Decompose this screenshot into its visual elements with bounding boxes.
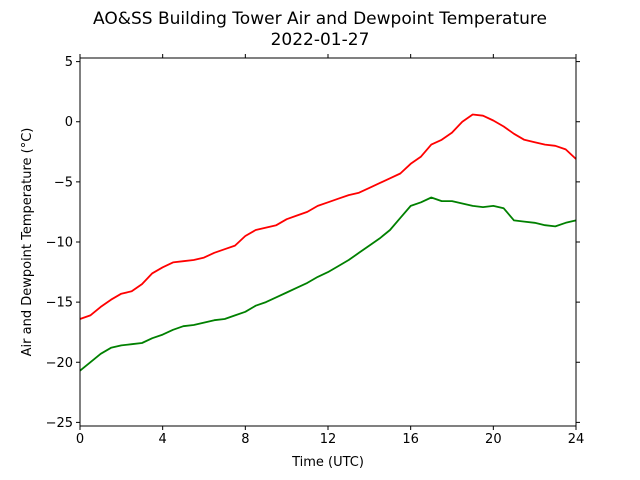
x-tick-label: 24 bbox=[568, 432, 585, 447]
series-layer bbox=[79, 113, 577, 372]
y-tick-label: −10 bbox=[46, 236, 73, 251]
y-axis-label: Air and Dewpoint Temperature (°C) bbox=[20, 128, 35, 357]
y-tick-label: −15 bbox=[46, 296, 73, 311]
x-tick-label: 4 bbox=[159, 432, 167, 447]
x-tick-label: 16 bbox=[402, 432, 419, 447]
series-line-air-temperature bbox=[79, 113, 577, 320]
x-tick-label: 0 bbox=[76, 432, 84, 447]
x-tick-label: 8 bbox=[241, 432, 249, 447]
y-tick-label: 0 bbox=[65, 115, 73, 130]
chart-title: AO&SS Building Tower Air and Dewpoint Te… bbox=[93, 9, 547, 29]
x-tick-label: 20 bbox=[485, 432, 502, 447]
y-tick-label: −20 bbox=[46, 356, 73, 371]
x-tick-label: 12 bbox=[320, 432, 337, 447]
ticks-layer: 0 4 8 12 16 20 24 −25 −20 −15 −10 −5 0 5 bbox=[46, 54, 585, 447]
y-tick-label: 5 bbox=[65, 55, 73, 70]
chart-subtitle: 2022-01-27 bbox=[271, 30, 370, 50]
x-axis-label: Time (UTC) bbox=[291, 455, 364, 470]
plot-frame bbox=[79, 57, 577, 427]
y-tick-label: −25 bbox=[46, 416, 73, 431]
series-line-dewpoint-temperature bbox=[79, 196, 577, 372]
y-tick-label: −5 bbox=[54, 175, 73, 190]
